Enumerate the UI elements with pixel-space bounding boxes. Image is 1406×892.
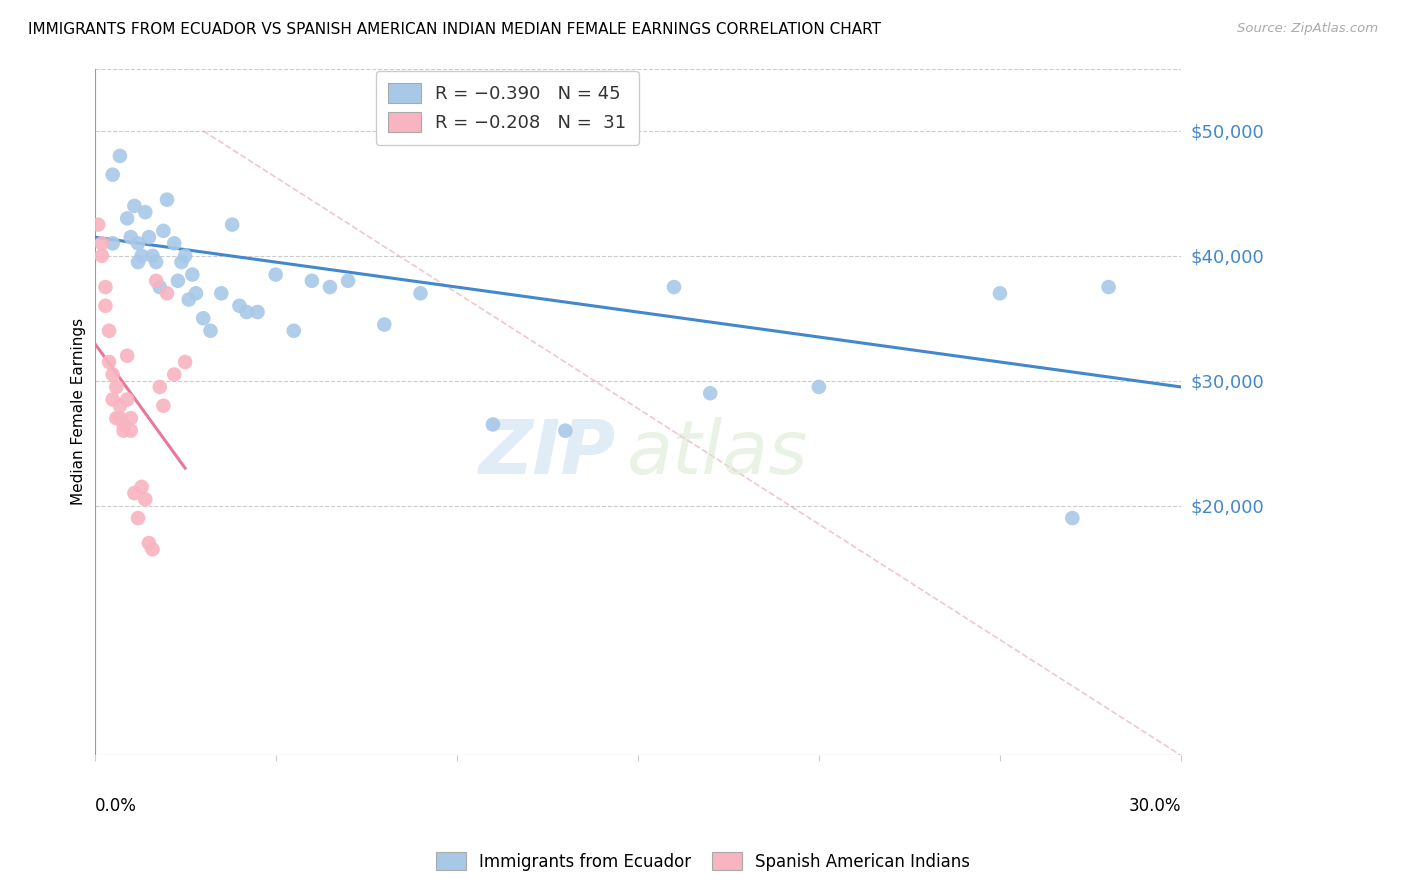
Point (152, 224, 174, 238)
Point (108, 399, 131, 413)
Point (807, 380, 830, 394)
Point (120, 230, 142, 244)
Point (127, 255, 149, 269)
Point (152, 399, 174, 413)
Point (94, 299, 117, 313)
Legend: Immigrants from Ecuador, Spanish American Indians: Immigrants from Ecuador, Spanish America… (427, 844, 979, 880)
Text: 30.0%: 30.0% (1129, 797, 1181, 814)
Point (482, 417, 505, 432)
Point (134, 205, 156, 219)
Point (115, 392, 138, 407)
Point (108, 411, 131, 425)
Point (120, 424, 142, 438)
Point (131, 249, 153, 263)
Point (115, 349, 138, 363)
Point (1062, 511, 1084, 525)
Point (98, 355, 121, 369)
Point (193, 311, 215, 326)
Point (554, 424, 576, 438)
Point (112, 417, 135, 432)
Point (120, 411, 142, 425)
Point (105, 411, 128, 425)
Point (174, 355, 197, 369)
Text: atlas: atlas (627, 417, 808, 489)
Point (138, 230, 160, 244)
Point (141, 249, 163, 263)
Point (264, 268, 287, 282)
Point (174, 249, 197, 263)
Point (200, 324, 222, 338)
Point (246, 305, 269, 319)
Point (163, 368, 186, 382)
Text: IMMIGRANTS FROM ECUADOR VS SPANISH AMERICAN INDIAN MEDIAN FEMALE EARNINGS CORREL: IMMIGRANTS FROM ECUADOR VS SPANISH AMERI… (28, 22, 882, 37)
Point (319, 280, 342, 294)
Point (145, 274, 167, 288)
Point (101, 236, 124, 251)
Point (149, 380, 172, 394)
Point (145, 255, 167, 269)
Point (181, 268, 204, 282)
Point (138, 536, 160, 550)
Point (209, 286, 232, 301)
Point (124, 199, 146, 213)
Point (170, 255, 193, 269)
Point (127, 511, 149, 525)
Text: ZIP: ZIP (479, 417, 616, 490)
Point (131, 480, 153, 494)
Point (108, 149, 131, 163)
Point (105, 380, 128, 394)
Point (184, 286, 207, 301)
Point (94, 280, 117, 294)
Y-axis label: Median Female Earnings: Median Female Earnings (72, 318, 86, 506)
Point (115, 211, 138, 226)
Point (90, 249, 112, 263)
Point (112, 424, 135, 438)
Point (177, 293, 200, 307)
Point (235, 305, 257, 319)
Point (87, 218, 110, 232)
Point (156, 193, 179, 207)
Text: Source: ZipAtlas.com: Source: ZipAtlas.com (1237, 22, 1378, 36)
Point (228, 299, 250, 313)
Point (149, 280, 172, 294)
Point (101, 168, 124, 182)
Point (221, 218, 243, 232)
Point (98, 324, 121, 338)
Point (127, 236, 149, 251)
Point (167, 274, 190, 288)
Point (1097, 280, 1119, 294)
Point (101, 392, 124, 407)
Point (90, 236, 112, 251)
Point (409, 286, 432, 301)
Text: 0.0%: 0.0% (94, 797, 136, 814)
Legend: R = −0.390   N = 45, R = −0.208   N =  31: R = −0.390 N = 45, R = −0.208 N = 31 (375, 70, 640, 145)
Point (134, 492, 156, 507)
Point (373, 318, 395, 332)
Point (124, 486, 146, 500)
Point (163, 236, 186, 251)
Point (301, 274, 323, 288)
Point (337, 274, 360, 288)
Point (283, 324, 305, 338)
Point (156, 286, 179, 301)
Point (141, 542, 163, 557)
Point (101, 368, 124, 382)
Point (988, 286, 1011, 301)
Point (662, 280, 685, 294)
Point (699, 386, 721, 401)
